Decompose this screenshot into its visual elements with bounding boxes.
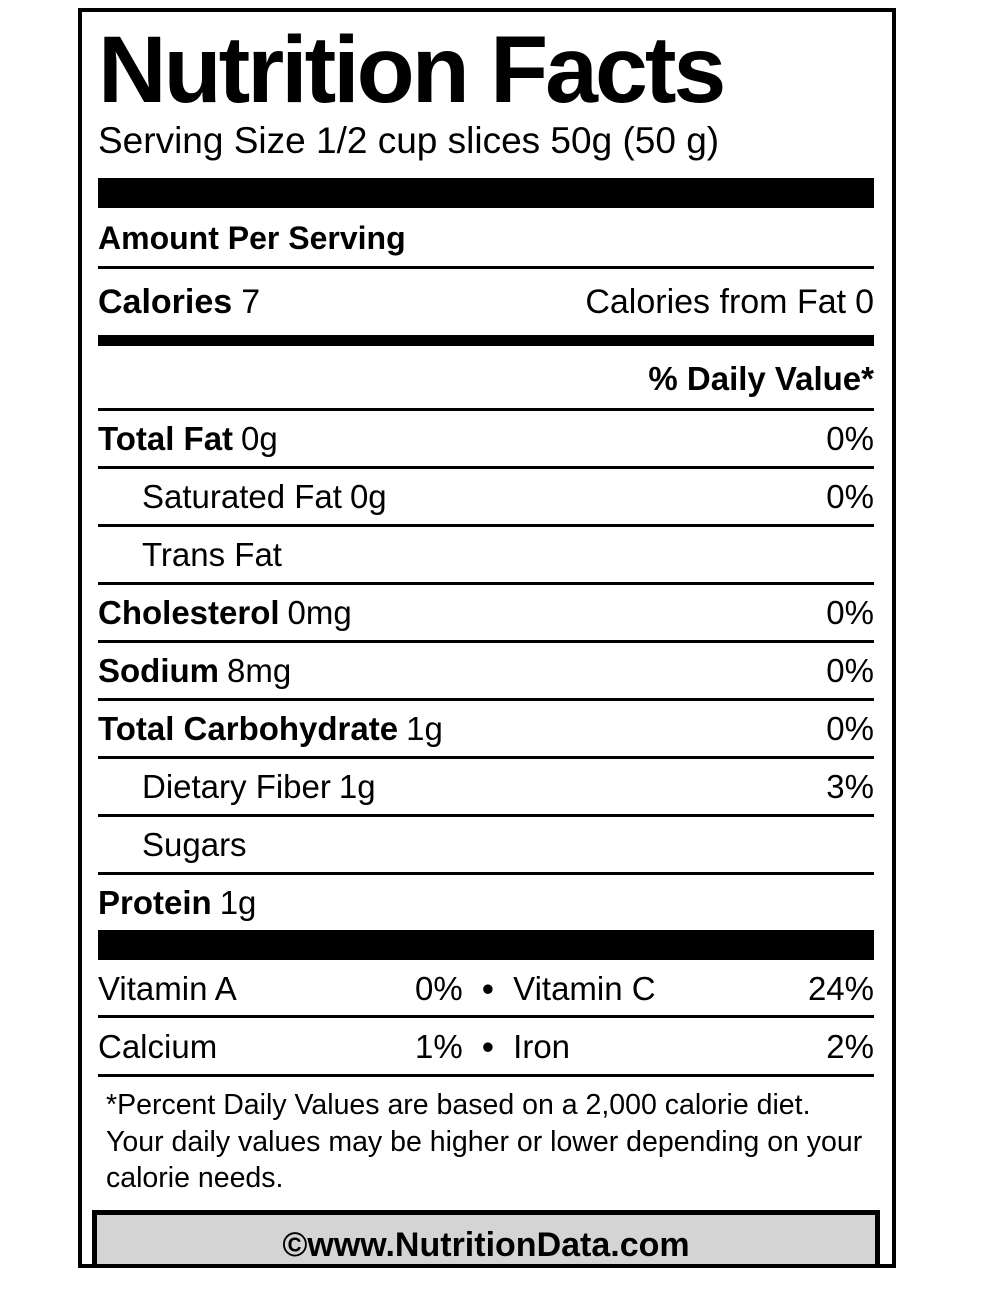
nutrient-name-cell: Sugars: [142, 825, 247, 863]
calories-cell: Calories 7: [98, 283, 260, 322]
calories-label: Calories: [98, 282, 233, 321]
vitamin-row-a-c: Vitamin A 0% • Vitamin C 24%: [98, 960, 874, 1019]
nutrient-dv-cell: 0%: [826, 593, 874, 631]
calories-from-fat-value: 0: [855, 282, 874, 321]
nutrition-facts-label: Nutrition Facts Serving Size 1/2 cup sli…: [78, 8, 896, 1268]
nutrient-name-cell: Total Carbohydrate 1g: [98, 709, 443, 747]
nutrient-name-cell: Total Fat 0g: [98, 419, 278, 457]
nutrient-row-trans-fat: Trans Fat: [98, 527, 874, 585]
nutrient-row-sodium: Sodium 8mg 0%: [98, 643, 874, 701]
calories-value: 7: [241, 282, 261, 321]
bullet-separator: •: [482, 969, 494, 1007]
iron-cell: Iron 2%: [513, 1028, 874, 1066]
nutrient-row-total-fat: Total Fat 0g 0%: [98, 411, 874, 469]
nutrient-dv-cell: 3%: [826, 767, 874, 805]
source-banner: ©www.NutritionData.com: [92, 1210, 880, 1264]
amount-per-serving-heading: Amount Per Serving: [98, 208, 874, 269]
nutrient-name-cell: Sodium 8mg: [98, 651, 292, 689]
medium-divider: [98, 334, 874, 346]
nutrient-name-cell: Dietary Fiber 1g: [142, 767, 376, 805]
daily-value-footnote: *Percent Daily Values are based on a 2,0…: [106, 1089, 863, 1194]
calories-from-fat-cell: Calories from Fat 0: [585, 283, 874, 322]
thick-divider-top: [98, 177, 874, 208]
nutrient-name-cell: Cholesterol 0mg: [98, 593, 352, 631]
nutrient-row-dietary-fiber: Dietary Fiber 1g 3%: [98, 759, 874, 817]
nutrient-row-sugars: Sugars: [98, 817, 874, 875]
nutrient-dv-cell: 0%: [826, 651, 874, 689]
thick-divider-bottom: [98, 929, 874, 960]
vitamin-c-cell: Vitamin C 24%: [513, 969, 874, 1007]
calcium-cell: Calcium 1%: [98, 1028, 463, 1066]
bullet-separator: •: [482, 1028, 494, 1066]
nutrient-row-cholesterol: Cholesterol 0mg 0%: [98, 585, 874, 643]
nutrient-dv-cell: 0%: [826, 709, 874, 747]
serving-size: Serving Size 1/2 cup slices 50g (50 g): [98, 120, 720, 162]
nutrient-dv-cell: 0%: [826, 419, 874, 457]
nutrient-row-protein: Protein 1g: [98, 875, 874, 930]
vitamin-a-cell: Vitamin A 0%: [98, 969, 463, 1007]
nutrient-row-saturated-fat: Saturated Fat 0g 0%: [98, 469, 874, 527]
daily-value-header: % Daily Value*: [98, 346, 874, 411]
nutrient-name-cell: Protein 1g: [98, 883, 257, 921]
nutrient-name-cell: Saturated Fat 0g: [142, 477, 387, 515]
vitamin-row-calcium-iron: Calcium 1% • Iron 2%: [98, 1018, 874, 1078]
nutrient-row-total-carbohydrate: Total Carbohydrate 1g 0%: [98, 701, 874, 759]
calories-row: Calories 7 Calories from Fat 0: [98, 269, 874, 335]
nutrient-name-cell: Trans Fat: [142, 535, 282, 573]
nutrient-dv-cell: 0%: [826, 477, 874, 515]
calories-from-fat-label: Calories from Fat: [585, 282, 847, 321]
label-title: Nutrition Facts: [98, 17, 726, 123]
